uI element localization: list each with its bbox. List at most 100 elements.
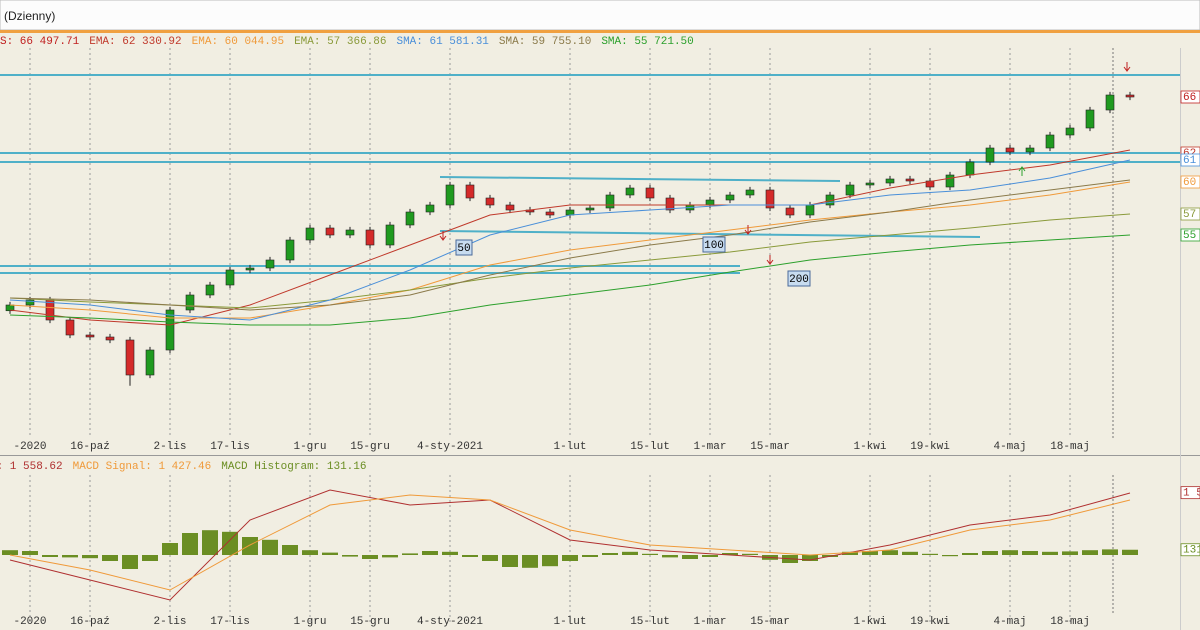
candle-body <box>1105 94 1115 111</box>
x-tick-label: 17-lis <box>210 441 250 453</box>
candle-body <box>125 339 135 376</box>
histogram-bar <box>342 555 358 557</box>
candle-body <box>625 187 635 196</box>
candle-body <box>965 161 975 176</box>
x-tick-label: 2-lis <box>153 616 186 628</box>
histogram-bar <box>922 553 938 555</box>
level-line <box>439 176 841 182</box>
histogram-bar <box>62 555 78 558</box>
price-panel <box>0 33 1200 455</box>
down-arrow <box>766 255 774 265</box>
level-line <box>439 230 981 238</box>
histogram-bar <box>42 555 58 557</box>
up-arrow <box>1018 166 1026 176</box>
histogram-bar <box>502 555 518 567</box>
candle-body <box>745 189 755 196</box>
legend-entry: EMA: 62 330.92 <box>89 36 181 48</box>
annotation-boxes: 50 100 200 <box>455 236 811 287</box>
ma-line <box>9 181 1131 319</box>
candle-body <box>405 211 415 226</box>
legend-entry: EMA: 57 366.86 <box>294 36 386 48</box>
histogram-bar <box>302 550 318 555</box>
candle-body <box>325 227 335 236</box>
histogram-bar <box>2 550 18 555</box>
x-tick-label: 15-mar <box>750 616 790 628</box>
candle-body <box>385 224 395 246</box>
candle-body <box>1045 134 1055 149</box>
annotation-box <box>787 270 811 287</box>
histogram-bar <box>1042 551 1058 555</box>
histogram-bar <box>682 555 698 559</box>
x-tick-label: 18-maj <box>1050 441 1090 453</box>
candle-body <box>365 229 375 246</box>
end-label: 55 <box>1183 230 1196 242</box>
candle-body <box>585 207 595 211</box>
candle-body <box>345 229 355 236</box>
histogram-bar <box>162 543 178 555</box>
candle-body <box>225 269 235 286</box>
candle-body <box>1025 147 1035 153</box>
histogram-bar <box>442 551 458 555</box>
histogram-bar <box>322 552 338 555</box>
histogram-bar <box>962 553 978 555</box>
histogram-bar <box>142 555 158 561</box>
histogram-bar <box>1082 550 1098 555</box>
candle-body <box>845 184 855 196</box>
histogram-bar <box>902 551 918 555</box>
legend-entry: SMA: 55 721.50 <box>601 36 693 48</box>
annotation: 200 <box>789 274 809 286</box>
end-label: 1 5 <box>1183 488 1200 500</box>
histogram-bar <box>602 553 618 555</box>
histogram-bar <box>402 553 418 555</box>
histogram-bar <box>102 555 118 561</box>
histogram-bar <box>182 533 198 555</box>
end-label: 57 <box>1183 209 1196 221</box>
ma-line <box>9 159 1131 321</box>
histogram-bar <box>542 555 558 567</box>
x-tick-label: 4-maj <box>993 616 1026 628</box>
histogram-bar <box>562 555 578 561</box>
end-label-box <box>1180 228 1200 242</box>
end-label: 60 <box>1183 177 1196 189</box>
histogram-bar <box>942 555 958 557</box>
histogram-bar <box>122 555 138 569</box>
x-tick-label: 1-mar <box>693 616 726 628</box>
candle-body <box>85 334 95 338</box>
candle-body <box>165 309 175 351</box>
histogram-bar <box>362 555 378 559</box>
candle-body <box>245 267 255 271</box>
histogram-bar <box>1102 549 1118 555</box>
x-tick-label: 15-mar <box>750 441 790 453</box>
candle-body <box>785 207 795 216</box>
macd-panel <box>0 456 1200 630</box>
histogram-bar <box>642 553 658 555</box>
candle-body <box>885 178 895 184</box>
annotation: 50 <box>457 243 470 255</box>
histogram-bar <box>1022 551 1038 555</box>
end-label-box <box>1180 90 1200 104</box>
candle-body <box>445 184 455 206</box>
end-label: 61 <box>1183 155 1197 167</box>
candle-body <box>865 182 875 186</box>
candle-body <box>1005 147 1015 153</box>
down-arrow <box>1123 62 1131 72</box>
candle-body <box>145 349 155 376</box>
candle-body <box>1065 127 1075 136</box>
legend-entry: SMA: 59 755.10 <box>499 36 591 48</box>
x-tick-label: 1-kwi <box>853 616 886 628</box>
x-tick-label: 1-kwi <box>853 441 886 453</box>
candle-body <box>725 194 735 201</box>
down-arrow <box>744 225 752 235</box>
end-label-box <box>1180 175 1200 189</box>
histogram-bar <box>1002 550 1018 555</box>
candle-body <box>605 194 615 209</box>
candle-body <box>1125 94 1135 98</box>
histogram-bar <box>862 551 878 555</box>
histogram-bar <box>82 555 98 559</box>
x-tick-label: 4-sty-2021 <box>417 616 483 628</box>
candle-body <box>665 197 675 211</box>
histogram-bar <box>222 531 238 555</box>
candle-body <box>65 319 75 336</box>
legend-entry: EMA: 60 044.95 <box>192 36 284 48</box>
